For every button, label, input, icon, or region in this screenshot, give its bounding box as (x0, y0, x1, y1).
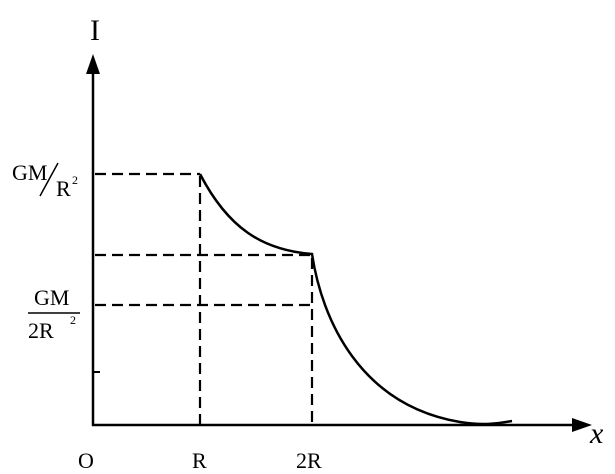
exponent: 2 (72, 173, 78, 187)
x-label: x (589, 417, 604, 450)
denominator: 2R (28, 318, 54, 343)
origin-label: O (78, 448, 94, 473)
numerator: GM (12, 160, 47, 185)
y-arrow (86, 54, 100, 74)
curve (198, 173, 513, 426)
x-mark: 2R (296, 448, 322, 473)
denominator: R (56, 176, 71, 201)
exponent: 2 (70, 313, 76, 327)
y-label: I (90, 14, 100, 47)
x-mark: R (192, 448, 207, 473)
guide-lines (95, 172, 314, 425)
slash (39, 162, 59, 197)
x-arrow (572, 418, 592, 432)
numerator: GM (34, 285, 69, 310)
